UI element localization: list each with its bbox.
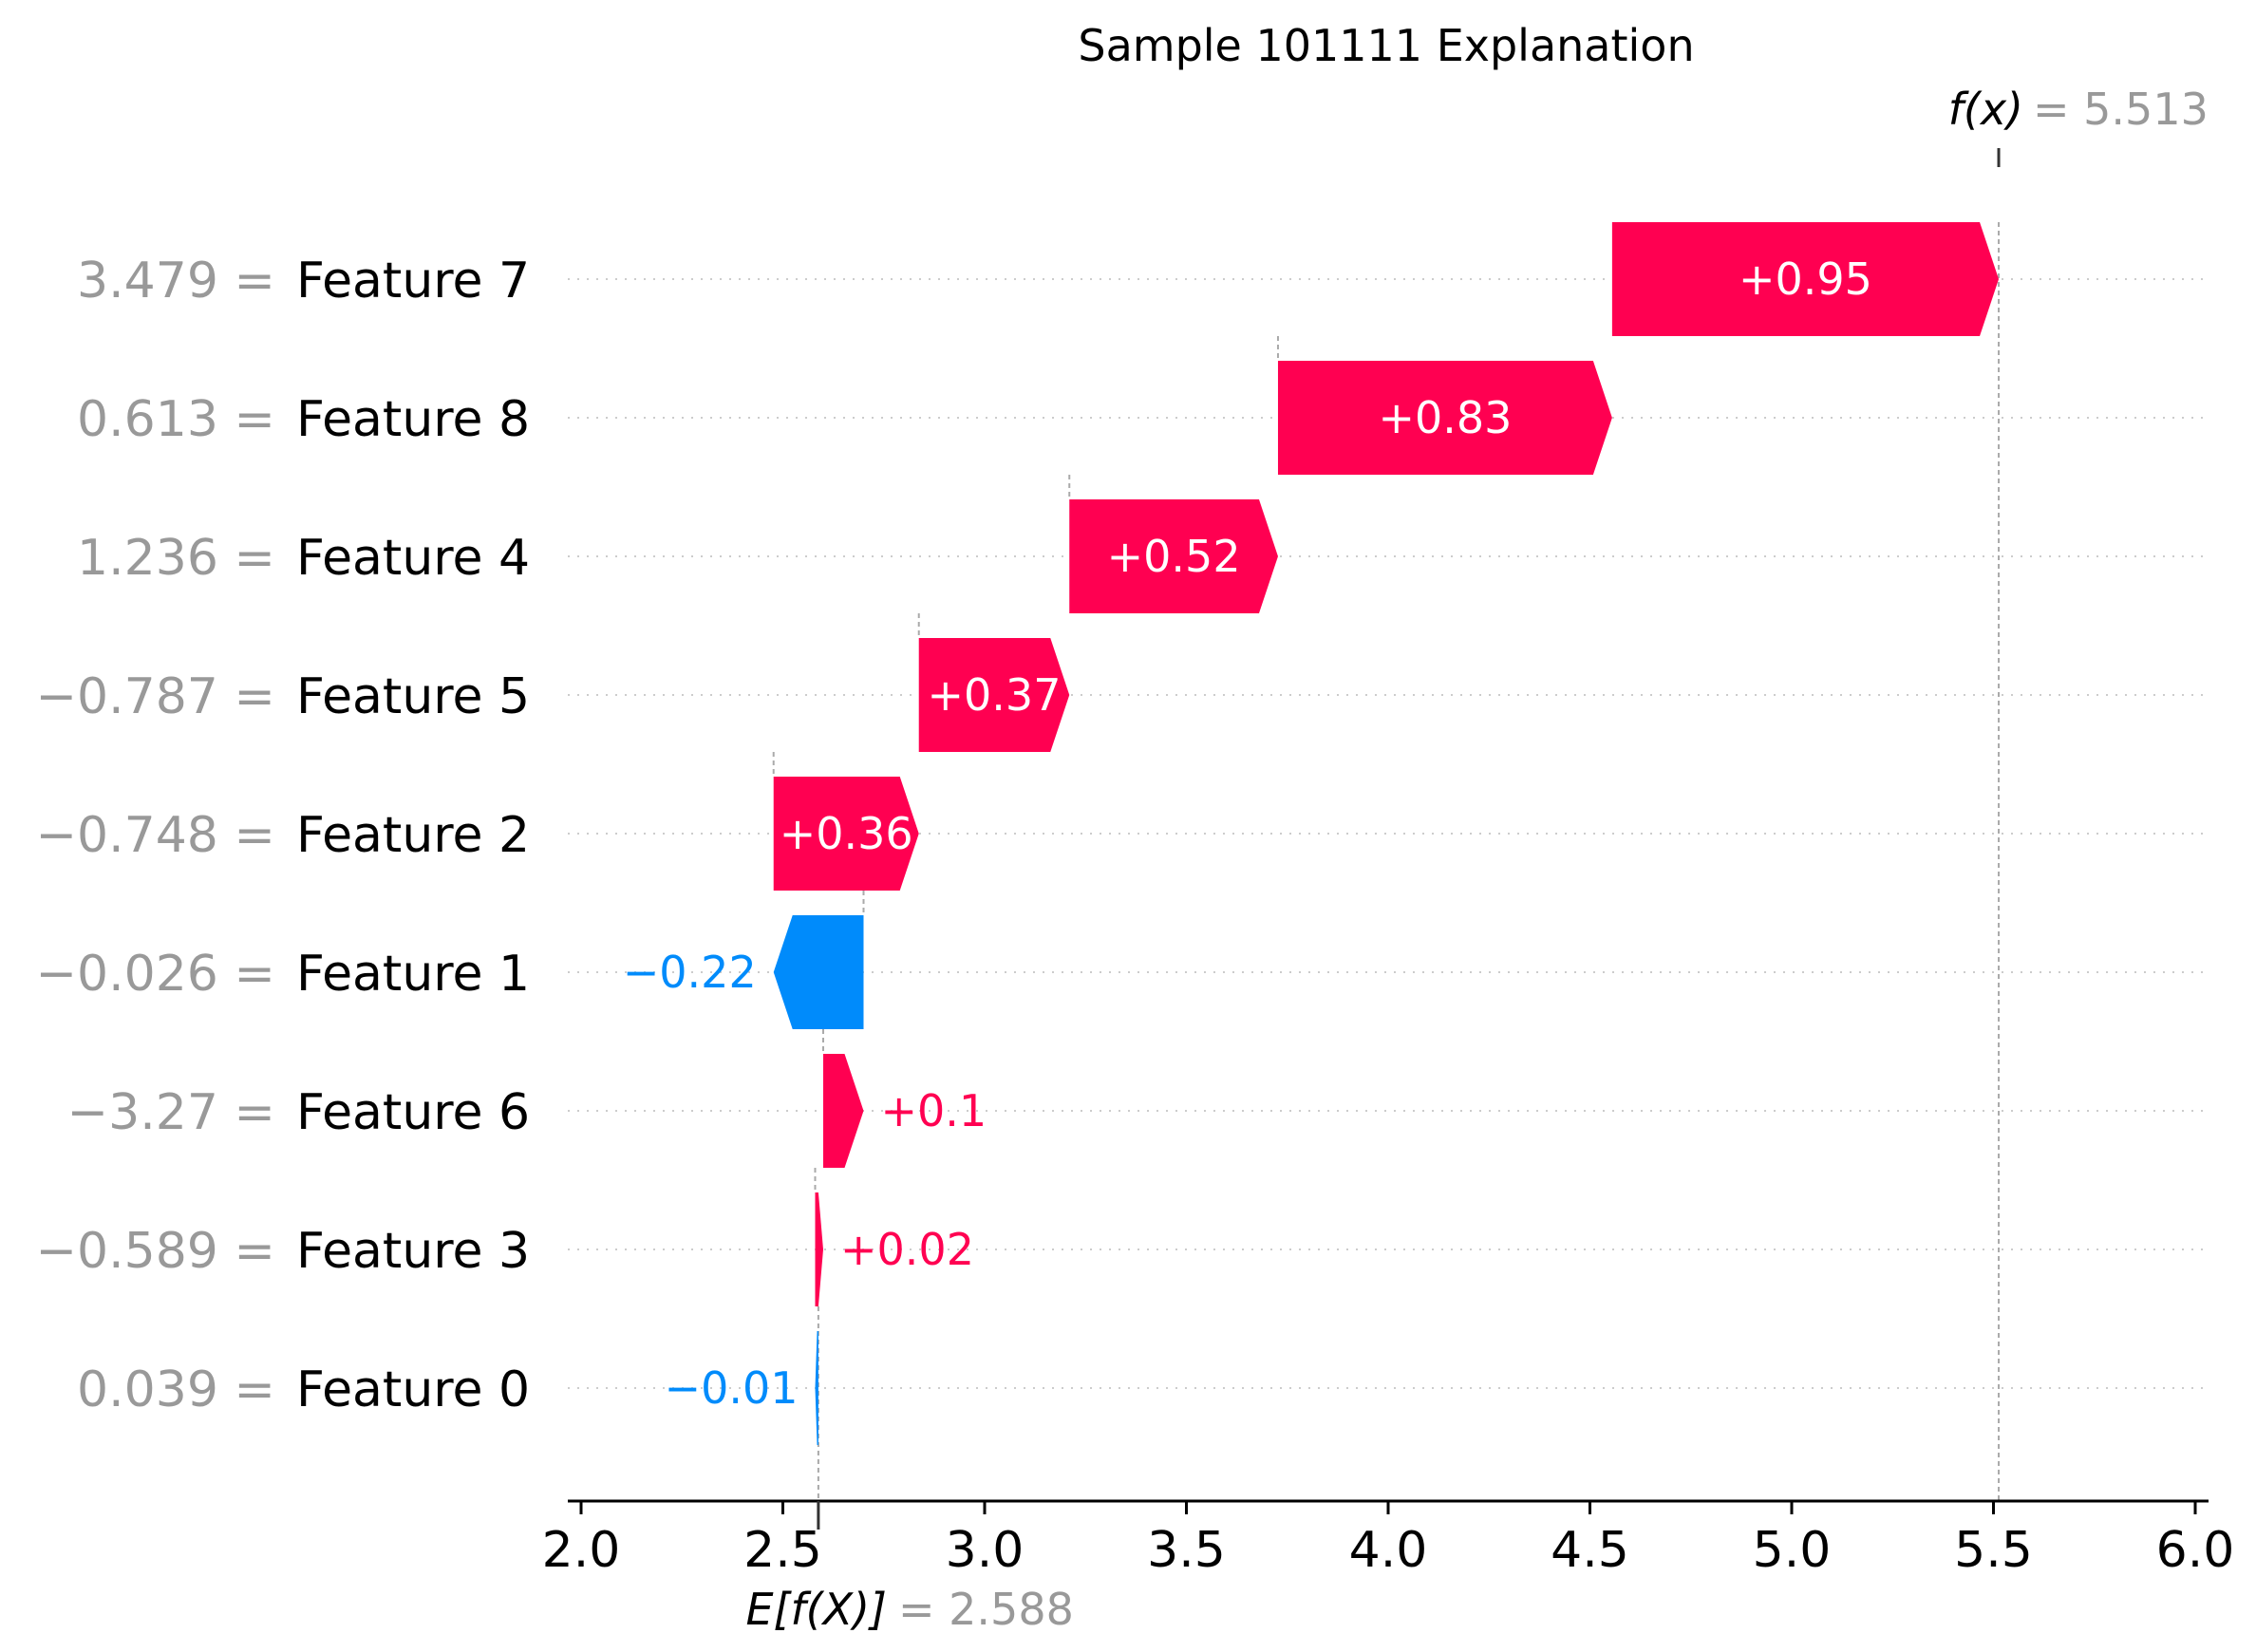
bar-feature-0	[815, 1331, 818, 1445]
feature-value: 3.479 =	[77, 253, 275, 310]
bar-value-label: +0.83	[1378, 392, 1512, 443]
x-axis: 2.0 2.5 3.0 3.5 4.0 4.5 5.0 5.5 6.0	[542, 1499, 2235, 1579]
base-value-marker: E[f(X)] = 2.588	[745, 1501, 1074, 1635]
x-tick-label: 6.0	[2156, 1522, 2235, 1579]
bar-value-label: +0.36	[780, 808, 913, 859]
base-value-label: E[f(X)]	[745, 1584, 887, 1635]
final-value-text: = 5.513	[2033, 84, 2209, 135]
bar-value-label: +0.1	[881, 1085, 987, 1136]
x-tick-label: 5.5	[1954, 1522, 2033, 1579]
bar-feature-3	[815, 1192, 823, 1306]
feature-name: Feature 2	[296, 807, 530, 864]
bar-feature-1	[773, 915, 864, 1029]
feature-value: −0.026 =	[35, 946, 275, 1003]
feature-value: 1.236 =	[77, 530, 275, 587]
bar-value-label: −0.01	[665, 1362, 799, 1414]
feature-name: Feature 1	[296, 946, 530, 1003]
x-tick-label: 3.0	[946, 1522, 1025, 1579]
x-tick-label: 5.0	[1753, 1522, 1832, 1579]
feature-name: Feature 4	[296, 530, 530, 587]
feature-name: Feature 7	[296, 253, 530, 310]
bar-feature-2	[773, 777, 919, 891]
x-tick-label: 3.5	[1147, 1522, 1226, 1579]
feature-value: −3.27 =	[67, 1084, 275, 1141]
chart-title: Sample 101111 Explanation	[1078, 20, 1694, 71]
x-tick-label: 4.0	[1349, 1522, 1428, 1579]
bar-feature-8	[1277, 361, 1612, 475]
feature-name: Feature 0	[296, 1361, 530, 1418]
feature-name: Feature 6	[296, 1084, 530, 1141]
bar-feature-5	[918, 638, 1070, 752]
bar-value-label: +0.52	[1107, 531, 1241, 582]
feature-value: −0.589 =	[35, 1223, 275, 1280]
bar-feature-7	[1611, 222, 2000, 336]
feature-value: −0.748 =	[35, 807, 275, 864]
x-tick-label: 2.0	[542, 1522, 621, 1579]
base-value-text: = 2.588	[898, 1584, 1074, 1635]
feature-value: 0.039 =	[77, 1361, 275, 1418]
feature-labels: 3.479 = Feature 7 0.613 = Feature 8 1.236 = F…	[35, 253, 530, 1418]
feature-value: 0.613 =	[77, 391, 275, 448]
x-tick-label: 4.5	[1551, 1522, 1629, 1579]
x-tick-label: 2.5	[743, 1522, 822, 1579]
bar-value-label: −0.22	[623, 947, 757, 998]
bar-value-label: +0.95	[1739, 253, 1872, 305]
final-value-label: f(x)	[1948, 84, 2023, 135]
feature-name: Feature 3	[296, 1223, 530, 1280]
bar-feature-4	[1069, 499, 1278, 613]
feature-name: Feature 5	[296, 668, 530, 725]
bar-value-label: +0.02	[840, 1224, 974, 1275]
bars: +0.95 +0.83 +0.52 +0.37 +0.36 −0.22 +0.1 +0.02 −…	[623, 222, 2000, 1445]
feature-name: Feature 8	[296, 391, 530, 448]
bar-feature-6	[823, 1054, 864, 1168]
final-value-marker: f(x) = 5.513	[1948, 84, 2209, 167]
bar-value-label: +0.37	[928, 669, 1062, 721]
feature-value: −0.787 =	[35, 668, 275, 725]
